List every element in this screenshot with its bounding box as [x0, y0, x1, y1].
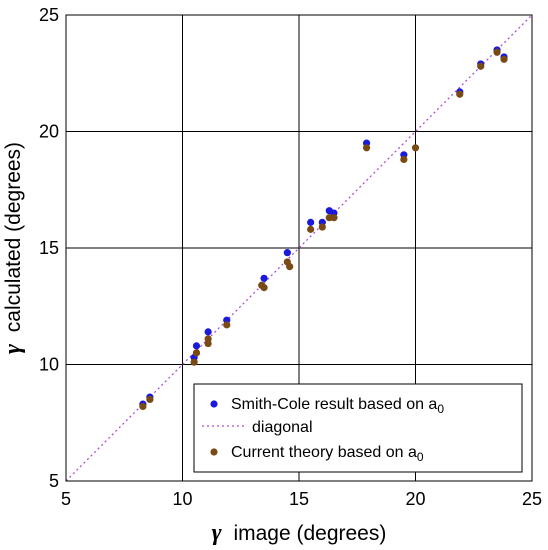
smith-cole-point: [204, 328, 212, 336]
y-tick-label: 25: [39, 5, 59, 25]
current-theory-point: [307, 225, 315, 233]
current-theory-point: [146, 395, 154, 404]
x-axis-label: γ image (degrees): [212, 520, 387, 546]
current-theory-point: [139, 402, 147, 411]
y-tick-label: 5: [49, 471, 59, 491]
legend-swatch-smith-cole: [210, 400, 218, 408]
plot-frame: [65, 14, 533, 482]
current-theory-point: [190, 358, 198, 366]
current-theory-point: [411, 144, 420, 152]
legend-label-smith-cole: Smith-Cole result based on a0: [231, 396, 444, 416]
x-axis-text: image (degrees): [233, 522, 386, 545]
current-theory-point: [362, 144, 371, 152]
legend-label-smith-cole-text: Smith-Cole result based on a: [231, 396, 437, 413]
y-tick-label: 10: [39, 355, 59, 375]
x-axis-symbol: γ: [212, 520, 222, 546]
grid-lines: [66, 15, 532, 481]
current-theory-point: [456, 90, 464, 98]
current-theory-point: [400, 155, 408, 164]
current-theory-point: [318, 223, 326, 231]
legend: Smith-Cole result based on a0 diagonal C…: [193, 383, 523, 473]
legend-label-diagonal: diagonal: [252, 419, 313, 436]
y-axis-symbol: γ: [0, 344, 26, 354]
smith-cole-point: [260, 274, 268, 282]
current-theory-point: [493, 48, 501, 56]
tick-labels: 5 10 15 20 25 5 10 15 20 25: [39, 5, 542, 509]
legend-box: [193, 383, 523, 473]
current-theory-point: [500, 55, 508, 63]
y-tick-label: 15: [39, 238, 59, 258]
legend-label-current-theory: Current theory based on a0: [231, 444, 424, 464]
smith-cole-point: [192, 342, 201, 350]
y-axis-label: γ calculated (degrees): [0, 142, 26, 354]
current-theory-point: [223, 321, 231, 329]
x-tick-label: 20: [405, 489, 425, 509]
y-tick-label: 20: [39, 122, 59, 142]
smith-cole-point: [283, 249, 291, 257]
current-theory-point: [286, 263, 294, 271]
current-theory-point: [204, 335, 212, 343]
legend-swatch-current-theory: [210, 448, 218, 456]
x-tick-label: 5: [61, 489, 71, 509]
x-tick-label: 10: [172, 489, 192, 509]
current-theory-point: [260, 284, 268, 292]
y-axis-text: calculated (degrees): [2, 142, 25, 332]
x-tick-label: 15: [289, 489, 309, 509]
legend-label-current-theory-text: Current theory based on a: [231, 444, 417, 461]
smith-cole-point: [307, 218, 315, 226]
legend-label-smith-cole-subscript: 0: [437, 402, 444, 416]
x-tick-label: 25: [522, 489, 542, 509]
current-theory-point: [330, 214, 338, 222]
current-theory-point: [477, 62, 485, 70]
legend-label-current-theory-subscript: 0: [417, 450, 424, 464]
current-theory-point: [192, 349, 201, 357]
data-points: [139, 46, 508, 411]
